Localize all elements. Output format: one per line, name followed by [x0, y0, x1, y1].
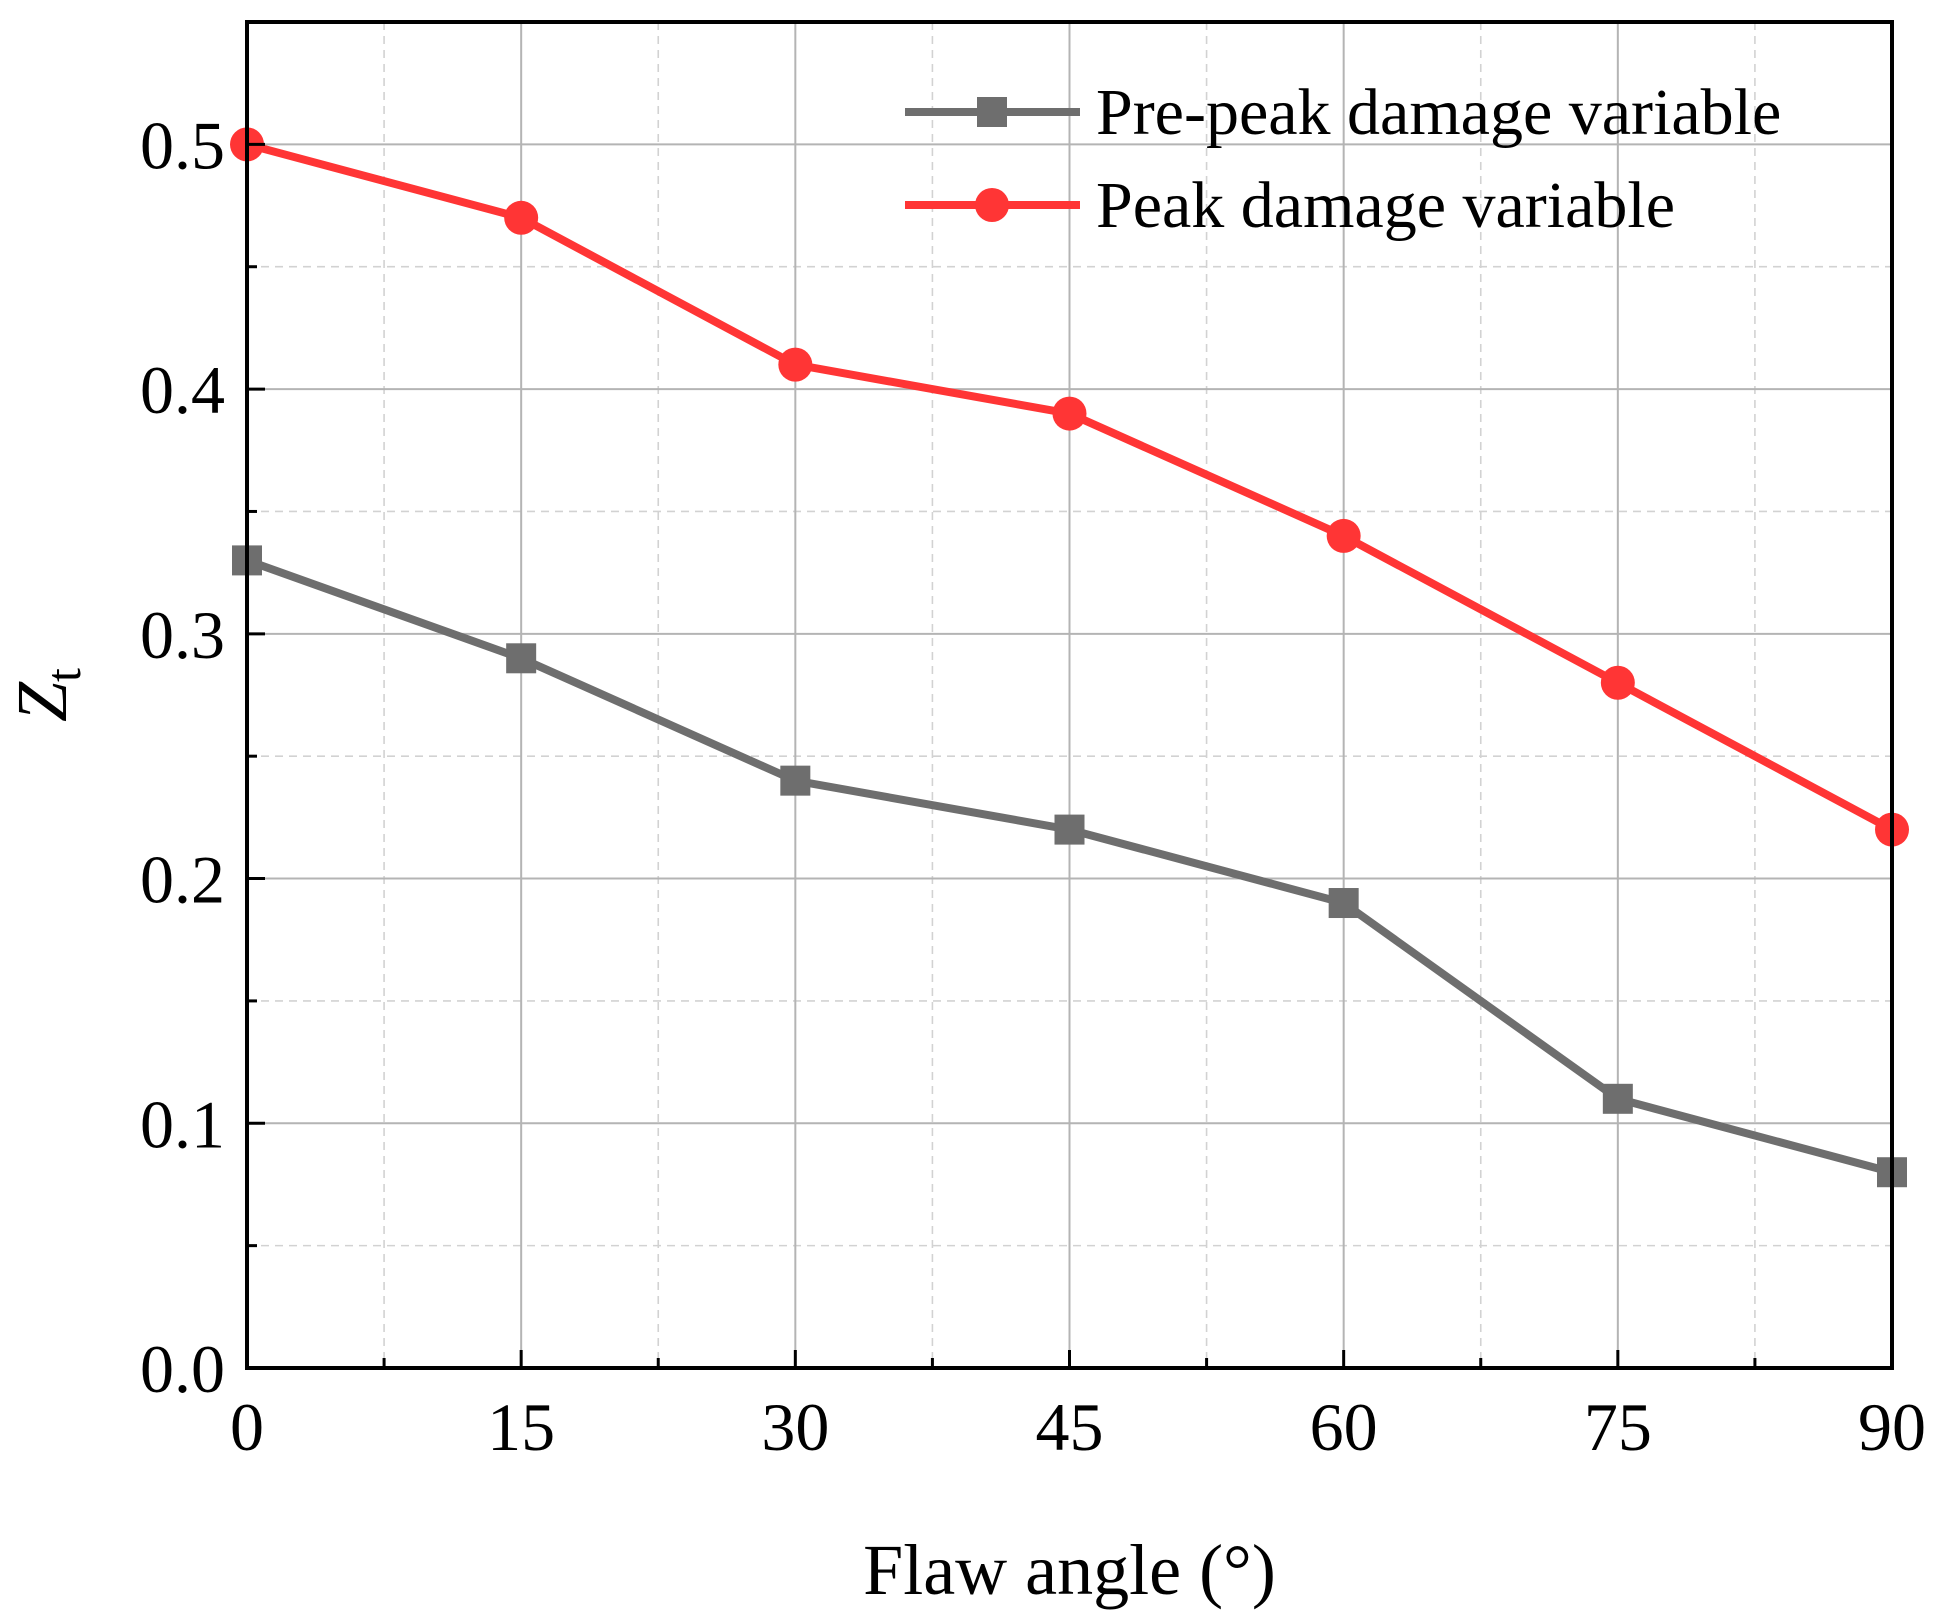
data-point-square: [506, 643, 537, 674]
minor-gridlines: [247, 22, 1892, 1368]
x-tick-label: 90: [1858, 1389, 1926, 1465]
series-pre-peak: [232, 545, 1907, 1188]
y-tick-label: 0.5: [140, 107, 225, 183]
data-point-circle: [504, 200, 539, 235]
legend-label: Peak damage variable: [1096, 169, 1675, 242]
x-axis-tick-labels: 0 15 30 45 60 75 90: [230, 1389, 1926, 1465]
x-tick-label: 45: [1036, 1389, 1104, 1465]
data-point-circle: [1600, 665, 1635, 700]
legend: Pre-peak damage variable Peak damage vari…: [905, 76, 1781, 242]
y-axis-title-main: Z: [2, 681, 82, 722]
data-point-circle: [1052, 396, 1087, 431]
data-point-circle: [1326, 518, 1361, 553]
x-tick-label: 75: [1584, 1389, 1652, 1465]
x-tick-label: 60: [1310, 1389, 1378, 1465]
legend-circle-marker: [975, 188, 1009, 222]
y-tick-label: 0.0: [140, 1331, 225, 1407]
y-axis-title-subscript: t: [35, 668, 91, 682]
legend-label: Pre-peak damage variable: [1096, 76, 1781, 149]
data-point-square: [1602, 1083, 1633, 1114]
series-layer: [230, 127, 1909, 1188]
data-point-circle: [778, 347, 813, 382]
data-point-square: [1054, 814, 1085, 845]
x-axis-title: Flaw angle (°): [863, 1530, 1276, 1610]
series-peak: [230, 127, 1909, 847]
x-tick-label: 15: [487, 1389, 555, 1465]
x-tick-label: 30: [761, 1389, 829, 1465]
y-tick-label: 0.4: [140, 352, 225, 428]
legend-item: Pre-peak damage variable: [905, 76, 1781, 149]
x-tick-label: 0: [230, 1389, 264, 1465]
data-point-square: [780, 765, 811, 796]
y-axis-title: Zt: [2, 668, 91, 722]
y-axis-tick-labels: 0.0 0.1 0.2 0.3 0.4 0.5: [140, 107, 225, 1407]
y-tick-label: 0.2: [140, 842, 225, 918]
y-tick-label: 0.1: [140, 1086, 225, 1162]
axis-ticks: [245, 142, 1894, 1370]
data-point-square: [1328, 888, 1359, 919]
legend-item: Peak damage variable: [905, 169, 1675, 242]
legend-square-marker: [977, 97, 1007, 127]
y-tick-label: 0.3: [140, 597, 225, 673]
